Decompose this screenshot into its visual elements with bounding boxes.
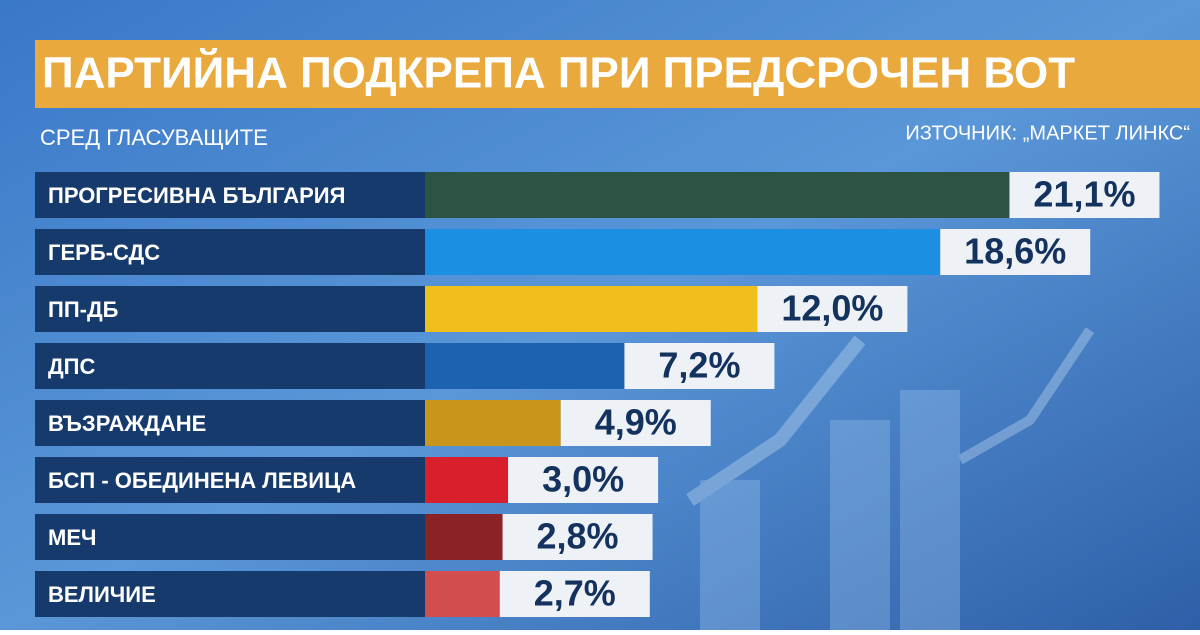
value-label: 2,8% [537, 516, 619, 557]
category-label: ГЕРБ-СДС [48, 240, 160, 265]
title-banner [35, 40, 1200, 108]
value-label: 4,9% [595, 402, 677, 443]
bar [425, 514, 503, 560]
category-label: ДПС [48, 354, 95, 379]
label-box [35, 229, 425, 275]
category-label: ВЕЛИЧИЕ [48, 582, 156, 607]
value-label: 2,7% [534, 573, 616, 614]
value-box [508, 457, 659, 503]
label-box [35, 172, 425, 218]
label-box [35, 571, 425, 617]
value-box [499, 571, 650, 617]
bar [425, 172, 1010, 218]
value-box [624, 343, 775, 389]
bar [425, 457, 509, 503]
category-label: МЕЧ [48, 525, 96, 550]
bar [425, 343, 625, 389]
value-label: 12,0% [781, 288, 883, 329]
decoration [686, 327, 1095, 630]
value-box [757, 286, 908, 332]
bar [425, 229, 941, 275]
value-box [1009, 172, 1160, 218]
label-box [35, 514, 425, 560]
category-label: ПП-ДБ [48, 297, 119, 322]
value-box [940, 229, 1091, 275]
value-label: 3,0% [542, 459, 624, 500]
label-box [35, 400, 425, 446]
category-label: БСП - ОБЕДИНЕНА ЛЕВИЦА [48, 468, 356, 493]
label-box [35, 286, 425, 332]
value-label: 21,1% [1033, 174, 1135, 215]
source: ИЗТОЧНИК: „МАРКЕТ ЛИНКС“ [905, 122, 1190, 144]
value-box [560, 400, 711, 446]
value-label: 18,6% [964, 231, 1066, 272]
value-label: 7,2% [658, 345, 740, 386]
category-label: ВЪЗРАЖДАНЕ [48, 411, 206, 436]
value-box [502, 514, 653, 560]
chart-title: ПАРТИЙНА ПОДКРЕПА ПРИ ПРЕДСРОЧЕН ВОТ [42, 47, 1075, 98]
bar [425, 400, 561, 446]
label-box [35, 343, 425, 389]
label-box [35, 457, 425, 503]
category-label: ПРОГРЕСИВНА БЪЛГАРИЯ [48, 183, 345, 208]
subtitle: СРЕД ГЛАСУВАЩИТЕ [40, 125, 268, 150]
bar [425, 571, 500, 617]
bar [425, 286, 758, 332]
